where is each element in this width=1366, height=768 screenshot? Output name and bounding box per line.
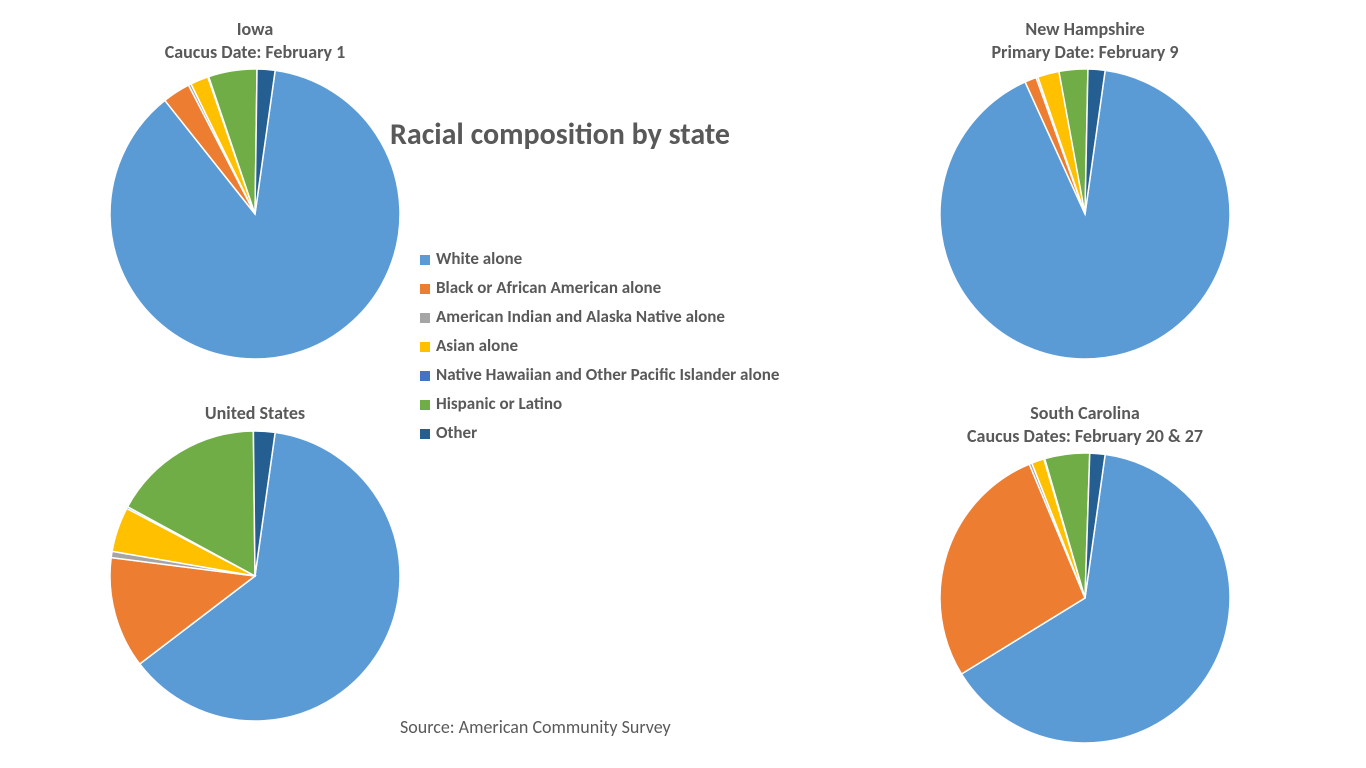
legend-label: Hispanic or Latino: [436, 393, 562, 414]
legend-item: Hispanic or Latino: [420, 393, 779, 414]
legend-label: Black or African American alone: [436, 277, 661, 298]
pie-chart: [940, 453, 1230, 743]
legend-label: Asian alone: [436, 335, 518, 356]
legend-label: Other: [436, 422, 477, 443]
chart-south-carolina: South CarolinaCaucus Dates: February 20 …: [940, 402, 1230, 743]
legend-swatch: [420, 400, 430, 410]
legend-label: American Indian and Alaska Native alone: [436, 306, 725, 327]
chart-new-hampshire: New HampshirePrimary Date: February 9: [940, 18, 1230, 359]
legend-swatch: [420, 429, 430, 439]
legend-item: Native Hawaiian and Other Pacific Island…: [420, 364, 779, 385]
source-text: Source: American Community Survey: [400, 716, 671, 738]
legend-item: Asian alone: [420, 335, 779, 356]
legend-label: Native Hawaiian and Other Pacific Island…: [436, 364, 779, 385]
legend-item: American Indian and Alaska Native alone: [420, 306, 779, 327]
pie-chart: [940, 69, 1230, 359]
legend-swatch: [420, 284, 430, 294]
chart-title: New HampshirePrimary Date: February 9: [940, 18, 1230, 63]
main-title: Racial composition by state: [390, 116, 730, 153]
legend-item: Other: [420, 422, 779, 443]
chart-iowa: IowaCaucus Date: February 1: [110, 18, 400, 359]
legend-item: Black or African American alone: [420, 277, 779, 298]
chart-united-states: United States: [110, 402, 400, 721]
legend-swatch: [420, 313, 430, 323]
legend-swatch: [420, 342, 430, 352]
legend-label: White alone: [436, 248, 522, 269]
pie-chart: [110, 431, 400, 721]
chart-title: IowaCaucus Date: February 1: [110, 18, 400, 63]
legend-swatch: [420, 255, 430, 265]
legend: White alone Black or African American alo…: [420, 248, 779, 451]
chart-title: South CarolinaCaucus Dates: February 20 …: [940, 402, 1230, 447]
chart-title: United States: [110, 402, 400, 425]
legend-item: White alone: [420, 248, 779, 269]
legend-swatch: [420, 371, 430, 381]
pie-chart: [110, 69, 400, 359]
